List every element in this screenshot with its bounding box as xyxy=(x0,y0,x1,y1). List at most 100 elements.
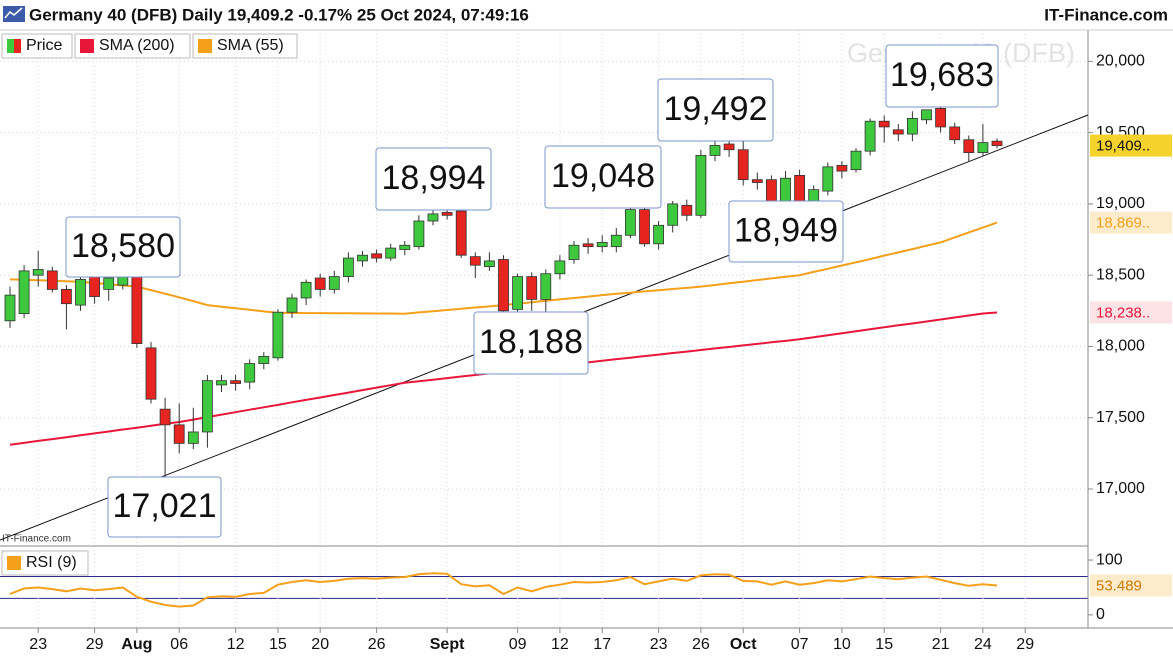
candle-body xyxy=(639,209,650,245)
y-tick-label: 100 xyxy=(1096,551,1123,568)
legend-label: Price xyxy=(26,37,63,54)
x-tick-label: 09 xyxy=(509,636,527,653)
legend-label: SMA (200) xyxy=(99,37,175,54)
price-tag-label: 53.489 xyxy=(1096,578,1142,595)
candle-body xyxy=(328,276,340,290)
candle-body xyxy=(427,213,439,222)
x-tick-label: Oct xyxy=(730,636,757,653)
legend-swatch xyxy=(7,39,14,53)
candle-body xyxy=(709,145,721,156)
logo-mark xyxy=(4,7,23,19)
x-tick-label: 24 xyxy=(974,636,992,653)
legend-label: RSI (9) xyxy=(26,554,77,571)
candle-body xyxy=(159,408,171,426)
x-tick-label: 26 xyxy=(368,636,386,653)
candle-body xyxy=(878,120,890,128)
candle-body xyxy=(582,243,594,248)
annotation-label: 18,949 xyxy=(734,211,838,249)
x-tick-label: 29 xyxy=(86,636,104,653)
annotation-box xyxy=(375,147,492,211)
price-tag xyxy=(1090,211,1172,234)
y-tick-label: 18,500 xyxy=(1096,266,1145,283)
candle-body xyxy=(314,277,326,290)
candle-body xyxy=(455,210,467,256)
frame xyxy=(0,29,1173,629)
candle-body xyxy=(625,209,636,236)
candle-body xyxy=(258,356,270,364)
x-tick-label: 23 xyxy=(29,636,47,653)
y-tick-label: 17,000 xyxy=(1096,480,1145,497)
annotation-label: 19,048 xyxy=(551,157,655,195)
y-tick-label: 0 xyxy=(1096,606,1105,623)
candle-body xyxy=(695,155,707,216)
candle-body xyxy=(385,247,397,259)
candle-body xyxy=(794,174,805,202)
candle-body xyxy=(780,177,791,205)
x-tick-label: Aug xyxy=(121,636,152,653)
legend-box xyxy=(1,550,89,576)
y-tick-label: 17,500 xyxy=(1096,409,1145,426)
candle-body xyxy=(681,204,693,216)
candle-body xyxy=(399,244,411,250)
candle-body xyxy=(357,254,368,262)
price-tag-label: 18,238.. xyxy=(1096,304,1150,321)
legend-swatch xyxy=(7,556,21,570)
candle-body xyxy=(300,281,312,299)
candle-body xyxy=(751,179,763,183)
price-tag xyxy=(1090,134,1172,157)
candle-body xyxy=(103,277,115,290)
candle-body xyxy=(4,294,16,322)
candle-body xyxy=(892,129,904,135)
candle-body xyxy=(272,311,284,359)
candle-body xyxy=(413,220,425,248)
candle-body xyxy=(342,257,354,277)
candle-body xyxy=(18,270,30,315)
x-tick-label: 15 xyxy=(269,636,287,653)
candle-body xyxy=(963,139,975,153)
annotation-label: 19,683 xyxy=(890,56,994,94)
candle-body xyxy=(935,107,946,128)
candle-body xyxy=(850,150,862,171)
candle-body xyxy=(32,269,44,276)
candle-body xyxy=(75,279,86,306)
source: IT-Finance.com xyxy=(1044,5,1168,24)
candle-body xyxy=(836,165,848,172)
candle-body xyxy=(201,380,213,433)
annotation-box xyxy=(473,311,589,375)
candle-body xyxy=(977,142,989,153)
candle-body xyxy=(991,140,1003,146)
annotation-box xyxy=(728,200,844,263)
candle-body xyxy=(596,241,608,248)
candle-body xyxy=(949,126,961,141)
price-tag-label: 18,869.. xyxy=(1096,215,1150,232)
legend-box xyxy=(74,33,191,59)
x-tick-label: 07 xyxy=(791,636,809,653)
candle-body xyxy=(737,149,749,181)
chart-title: Germany 40 (DFB) Daily 19,409.2 -0.17% 2… xyxy=(29,5,529,24)
x-tick-label: 29 xyxy=(1016,636,1034,653)
candle-body xyxy=(371,253,383,259)
candle-body xyxy=(554,260,566,275)
candle-body xyxy=(230,380,242,384)
legend: Price SMA (200) SMA (55) RSI (9) xyxy=(1,33,298,576)
candle-body xyxy=(921,109,932,121)
candle-body xyxy=(653,224,664,245)
annotation-label: 18,580 xyxy=(71,227,175,265)
candle-body xyxy=(187,431,199,444)
x-tick-label: Sept xyxy=(430,636,465,653)
candle-body xyxy=(610,234,622,248)
annotation-box xyxy=(65,216,181,278)
annotation-label: 19,492 xyxy=(664,90,768,128)
candle-body xyxy=(766,179,777,205)
candle-body xyxy=(808,189,820,202)
annotation-box xyxy=(885,44,999,108)
x-tick-label: 06 xyxy=(170,636,188,653)
candle-body xyxy=(173,424,185,444)
x-tick-label: 17 xyxy=(593,636,611,653)
candle-body xyxy=(822,166,834,192)
price-tag xyxy=(1090,301,1172,324)
x-tick-label: 26 xyxy=(692,636,710,653)
